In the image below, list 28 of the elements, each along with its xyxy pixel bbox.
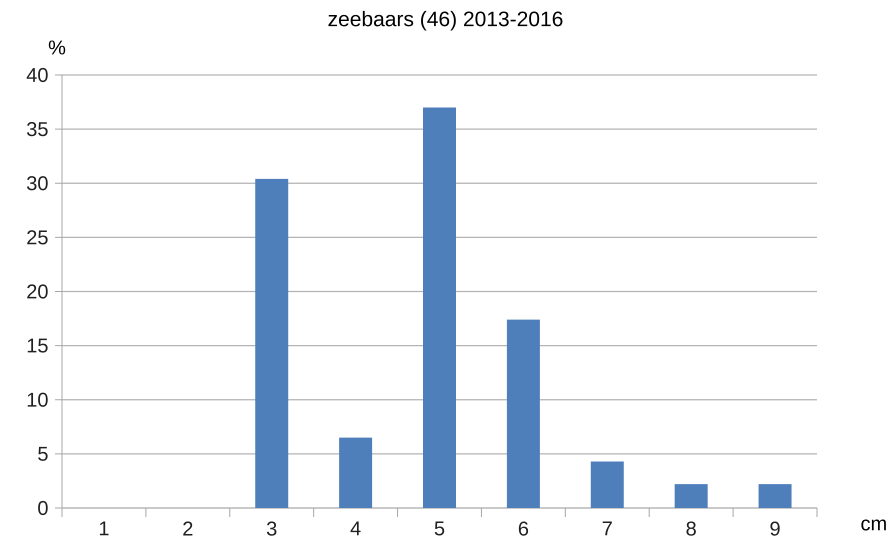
y-tick-label: 0 [38, 500, 48, 516]
x-tick-label: 9 [770, 522, 780, 536]
y-tick-label: 40 [26, 68, 48, 82]
bar [339, 438, 372, 508]
x-tick-label: 6 [518, 522, 528, 536]
x-axis-title: cm [861, 520, 886, 530]
x-tick-label: 8 [686, 522, 696, 536]
y-tick-label: 25 [27, 230, 48, 244]
bar [674, 484, 708, 508]
y-tick-label: 35 [27, 122, 48, 136]
y-tick-label: 10 [28, 392, 48, 407]
y-tick-label: 30 [27, 176, 48, 190]
y-tick-label: 20 [27, 284, 48, 299]
bar [423, 107, 456, 508]
x-tick-label: 1 [100, 522, 109, 536]
x-tick-label: 4 [350, 522, 361, 536]
bar [590, 461, 624, 508]
x-tick-label: 7 [602, 522, 612, 536]
bar [255, 178, 288, 508]
bar [758, 484, 792, 508]
x-tick-label: 3 [266, 522, 276, 536]
bar [506, 320, 540, 508]
y-tick-label: 15 [28, 338, 48, 353]
chart-title: zeebaars (46) 2013-2016 [328, 10, 562, 30]
y-axis-title: % [48, 40, 66, 54]
x-tick-label: 5 [434, 522, 444, 536]
x-tick-label: 2 [183, 522, 192, 536]
y-tick-label: 5 [38, 446, 48, 461]
